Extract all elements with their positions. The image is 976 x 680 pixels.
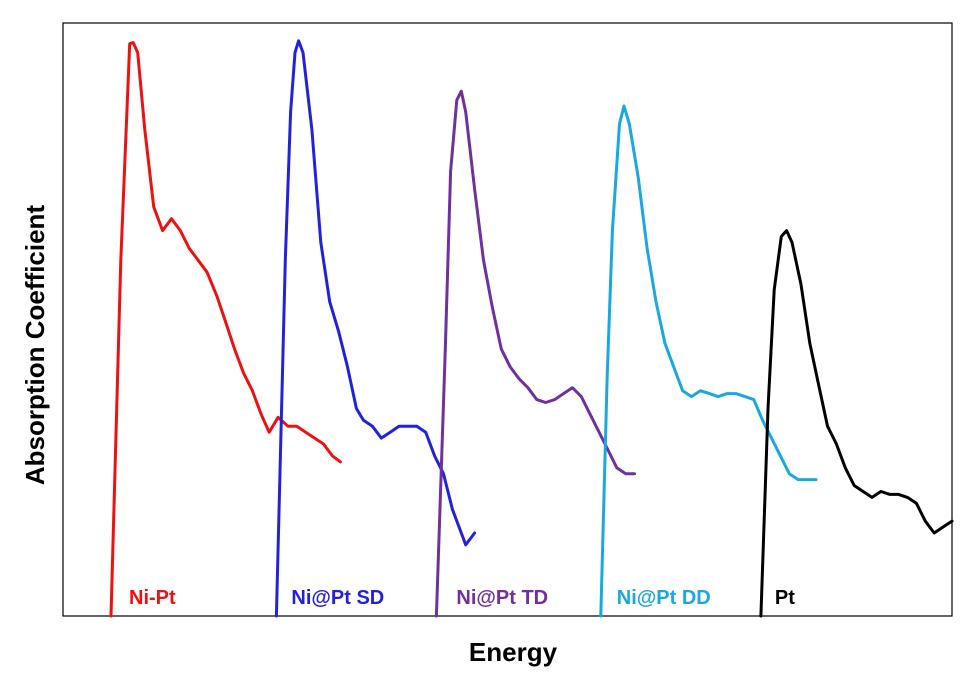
x-axis-title: Energy: [469, 637, 558, 667]
series-label-pt: Pt: [775, 587, 795, 609]
series-label-ni-pt: Ni-Pt: [129, 587, 176, 609]
series-line-ni-pt-sd: [274, 39, 477, 618]
series-line-ni-pt-td: [434, 89, 637, 618]
series-layer: [109, 39, 954, 618]
series-label-ni-pt-sd: Ni@Pt SD: [291, 587, 384, 609]
series-label-ni-pt-td: Ni@Pt TD: [456, 587, 548, 609]
series-line-pt: [759, 229, 954, 618]
y-axis-title: Absorption Coefficient: [20, 205, 50, 486]
series-label-ni-pt-dd: Ni@Pt DD: [617, 587, 711, 609]
series-line-ni-pt: [109, 41, 342, 618]
plot-area-frame: [62, 22, 953, 617]
series-line-ni-pt-dd: [599, 104, 818, 618]
series-label-layer: Ni-Pt Ni@Pt SD Ni@Pt TD Ni@Pt DD Pt: [129, 587, 795, 609]
